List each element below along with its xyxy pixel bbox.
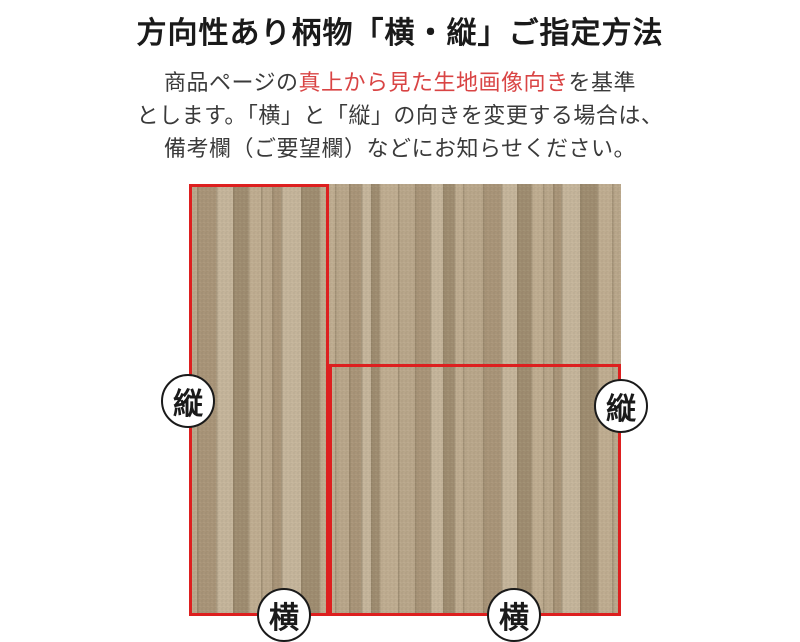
label-wide-vertical: 縦 <box>594 379 648 433</box>
page-title: 方向性あり柄物「横・縦」ご指定方法 <box>0 0 800 52</box>
desc-line1-post: を基準 <box>569 70 637 95</box>
label-tall-horizontal: 横 <box>257 588 311 642</box>
description-text: 商品ページの真上から見た生地画像向きを基準 とします。「横」と「縦」の向きを変更… <box>0 52 800 165</box>
desc-line1-highlight: 真上から見た生地画像向き <box>299 70 569 95</box>
carpet-texture <box>189 184 621 616</box>
label-wide-horizontal: 横 <box>487 588 541 642</box>
desc-line2: とします。「横」と「縦」の向きを変更する場合は、 <box>137 103 664 128</box>
carpet-diagram: 縦 横 縦 横 <box>189 184 621 616</box>
desc-line1-pre: 商品ページの <box>164 70 299 95</box>
label-tall-vertical: 縦 <box>161 374 215 428</box>
desc-line3: 備考欄（ご要望欄）などにお知らせください。 <box>164 136 636 161</box>
